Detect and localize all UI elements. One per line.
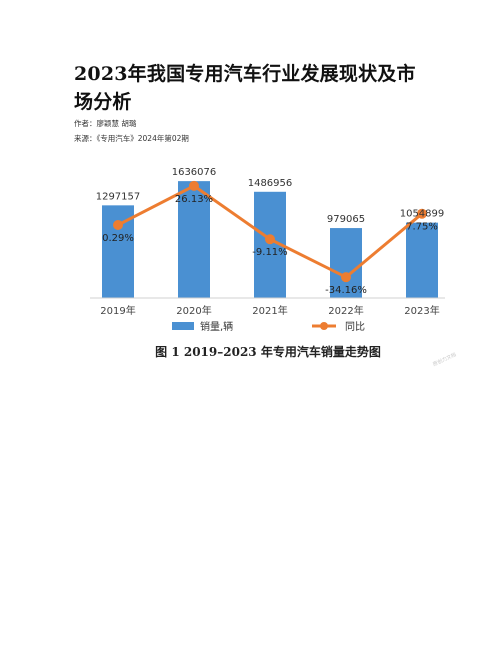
legend-marker-yoy [320, 322, 328, 330]
yoy-value-label: -34.16% [325, 285, 367, 296]
yoy-point-3 [265, 234, 275, 245]
sales-chart: 1297157 0.29% 1636076 26.13% 1486956 -9.11% 97… [90, 158, 460, 373]
yoy-value-label: 0.29% [102, 233, 134, 244]
bar-4 [330, 228, 362, 298]
yoy-value-label: 7.75% [406, 222, 438, 233]
yoy-point-2 [189, 180, 199, 191]
document-title: 2023年我国专用汽车行业发展现状及市场分析 [74, 63, 416, 113]
yoy-point-1 [113, 219, 123, 230]
sales-chart-svg: 1297157 0.29% 1636076 26.13% 1486956 -9.11% 97… [90, 167, 445, 359]
author-line: 作者：廖颖慧 胡璐 [74, 119, 137, 128]
x-tick-label: 2020年 [176, 304, 211, 317]
bar-value-label: 1486956 [248, 178, 293, 189]
bar-value-label: 1636076 [172, 167, 217, 178]
legend-swatch-sales [172, 322, 194, 330]
legend-label-sales: 销量,辆 [200, 320, 233, 333]
bar-5 [406, 222, 438, 298]
yoy-value-label: -9.11% [252, 247, 287, 258]
bar-2 [178, 181, 210, 298]
x-tick-label: 2021年 [252, 304, 287, 317]
x-tick-label: 2019年 [100, 304, 135, 317]
bar-value-label: 1054899 [400, 209, 445, 220]
yoy-value-label: 26.13% [175, 194, 213, 205]
x-tick-label: 2023年 [404, 304, 439, 317]
yoy-point-4 [341, 272, 351, 283]
x-tick-label: 2022年 [328, 304, 363, 317]
bar-value-label: 979065 [327, 214, 365, 225]
legend-label-yoy: 同比 [345, 321, 365, 333]
bar-value-label: 1297157 [96, 191, 141, 202]
yoy-point-5 [417, 208, 427, 219]
source-line: 来源：《专用汽车》2024年第02期 [74, 134, 189, 143]
chart-caption: 图 1 2019–2023 年专用汽车销量走势图 [155, 344, 381, 359]
